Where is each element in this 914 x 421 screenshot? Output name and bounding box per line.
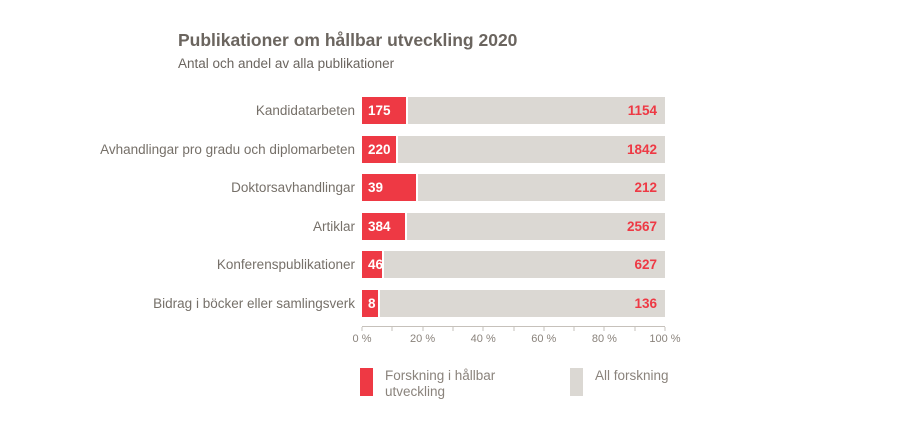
bar-track: 8 136 [362,289,665,317]
bar-value-total: 136 [634,295,657,311]
category-label: Konferenspublikationer [216,257,355,272]
axis-tick [664,327,666,331]
bar-value-forskning: 175 [368,103,391,118]
axis-tick [482,327,484,331]
legend-item-forskning: Forskning i hållbar utveckling [360,368,525,400]
bar-segment-forskning [362,135,399,163]
legend-label-forskning: Forskning i hållbar utveckling [385,368,496,399]
bar-value-forskning: 8 [368,295,376,311]
axis-tick [361,327,363,331]
bar-segment-forskning [362,251,385,278]
bar-segment-forskning [362,212,408,240]
axis-tick-label: 0 % [352,333,372,345]
bar-value-forskning: 384 [368,218,391,234]
axis-tick [422,327,424,331]
bar-value-total: 627 [634,257,657,272]
bar-value-total: 1842 [626,141,657,157]
x-axis: 0 % 20 % 40 % 60 % 80 % 100 % [353,326,681,350]
axis-tick [543,327,545,331]
category-label: Bidrag i böcker eller samlingsverk [153,295,355,311]
bar-value-total: 1154 [627,103,657,118]
category-label: Kandidatarbeten [255,103,355,118]
axis-tick-label: 40 % [470,333,496,345]
chart-header: Publikationer om hållbar utveckling 2020… [178,30,517,72]
chart-row: Artiklar 384 2567 [0,212,665,240]
bar-value-forskning: 46 [368,257,384,272]
chart-row: Konferenspublikationer 46 627 [0,251,665,278]
chart-row: Bidrag i böcker eller samlingsverk 8 136 [0,289,665,317]
axis-tick-label: 80 % [591,333,617,345]
chart-row: Doktorsavhandlingar 39 212 [0,174,665,201]
axis-tick [391,327,393,331]
chart-row: Avhandlingar pro gradu och diplomarbeten… [0,135,665,163]
axis-tick [452,327,454,331]
legend-swatch-red [360,368,373,396]
bar-value-forskning: 220 [368,141,391,157]
axis-tick-label: 20 % [410,333,436,345]
axis-tick [513,327,514,331]
bar-segment-forskning [362,97,408,124]
bar-track: 39 212 [362,174,665,201]
bar-value-total: 212 [634,180,657,195]
axis-tick [603,327,605,331]
chart-row: Kandidatarbeten 175 1154 [0,97,665,124]
axis-tick [634,327,636,331]
category-label: Doktorsavhandlingar [231,180,355,195]
axis-tick [573,327,575,331]
legend-item-all-forskning: All forskning [570,368,669,396]
category-label: Artiklar [312,218,355,234]
bar-track: 46 627 [362,251,665,278]
axis-tick-label: 60 % [531,333,557,345]
bar-segment-forskning [362,174,418,201]
bar-value-total: 2567 [626,218,657,234]
bar-value-forskning: 39 [368,180,384,195]
axis-tick-label: 100 % [649,333,681,345]
bar-track: 175 1154 [362,97,665,124]
chart-subtitle: Antal och andel av alla publikationer [178,56,395,71]
bar-track: 220 1842 [362,135,665,163]
bar-track: 384 2567 [362,212,665,240]
legend-swatch-gray [570,368,583,396]
bar-segment-forskning [362,289,380,317]
chart-title: Publikationer om hållbar utveckling 2020 [178,30,518,50]
legend-label-all-forskning: All forskning [595,368,669,383]
category-label: Avhandlingar pro gradu och diplomarbeten [100,141,355,157]
